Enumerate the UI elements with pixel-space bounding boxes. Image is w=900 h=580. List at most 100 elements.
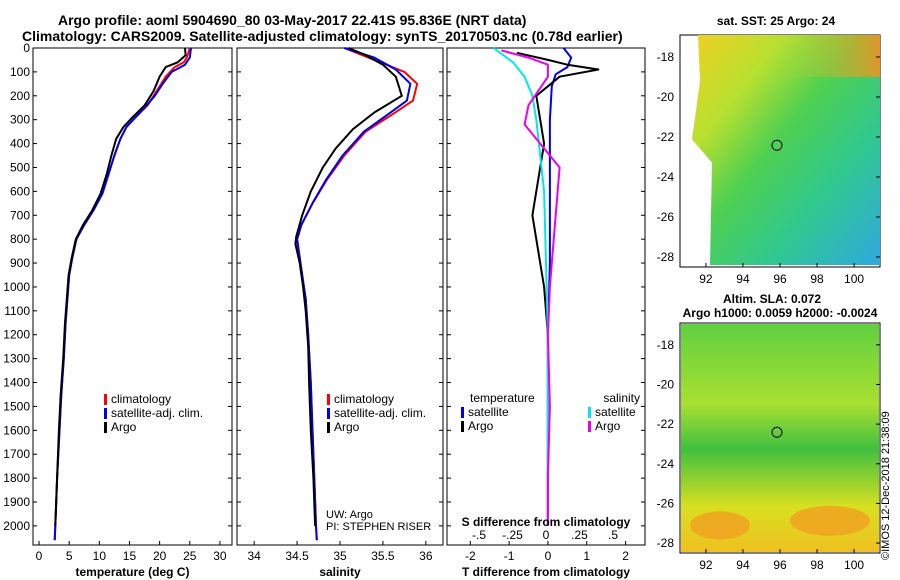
temperature-panel: 0100200300400500600700800900100011001200… — [3, 41, 233, 579]
sst_map-lon-label: 98 — [810, 272, 824, 286]
differences-x-tick-label: -2 — [465, 549, 476, 563]
diff-legend-header-salinity: salinity — [603, 391, 640, 405]
sla_map-lat-label: -28 — [657, 536, 675, 550]
sst_map-lon-label: 92 — [699, 272, 713, 286]
temperature-x-tick-label: 0 — [36, 549, 43, 563]
sla_map-lon-label: 96 — [773, 558, 787, 572]
diff-legend-swatch — [461, 421, 464, 432]
figure-title-line-1: Argo profile: aoml 5904690_80 03-May-201… — [58, 12, 527, 28]
salinity-legend-swatch — [327, 422, 330, 433]
sst-warm-patch — [770, 35, 880, 77]
sla-high-patch — [790, 505, 870, 536]
sst-map-title: sat. SST: 25 Argo: 24 — [717, 14, 836, 28]
depth-tick-label: 1100 — [4, 304, 30, 318]
salinity-panel: 34 34.5 35 35.5 36 salinity — [236, 47, 444, 579]
sst_map-lat-label: -28 — [657, 250, 675, 264]
diff-legend-label: Argo — [595, 419, 621, 433]
sla-map-title: Altim. SLA: 0.072 — [723, 292, 821, 306]
salinity-x-tick-label: 34 — [247, 549, 261, 563]
salinity-legend-swatch — [327, 394, 330, 405]
salinity-x-axis-label: salinity — [319, 565, 361, 579]
salinity-legend-label: climatology — [334, 392, 394, 406]
differences-series-line — [501, 49, 561, 526]
secondary-x-tick-label: -.25 — [502, 528, 523, 542]
temperature-x-tick-label: 20 — [153, 549, 167, 563]
differences-x-tick-label: 0 — [545, 549, 552, 563]
diff-legend-label: satellite — [595, 405, 636, 419]
salinity-plot-frame — [236, 47, 444, 546]
salinity-series-line — [296, 47, 412, 541]
differences-panel: -2 -1 0 1 2 T difference from climatology — [446, 47, 646, 579]
salinity-x-tick-label: 34.5 — [285, 549, 309, 563]
temperature-legend-swatch — [104, 422, 107, 433]
sla_map-argo-marker — [771, 426, 783, 438]
sst-field — [692, 35, 880, 265]
salinity-legend-swatch — [327, 408, 330, 419]
sst_map-lat-label: -26 — [657, 210, 675, 224]
secondary-x-tick-label: 0 — [543, 528, 550, 542]
secondary-x-tick-label: -.5 — [472, 528, 486, 542]
diff-legend-label: Argo — [468, 419, 494, 433]
salinity-x-tick-label: 36 — [419, 549, 433, 563]
sla_map-lat-label: -20 — [657, 377, 675, 391]
diff-legend-swatch — [461, 407, 464, 418]
secondary-x-tick-label: .25 — [571, 528, 588, 542]
differences-x-axis-label: T difference from climatology — [462, 565, 630, 579]
depth-tick-label: 700 — [10, 208, 30, 222]
temperature-x-tick-label: 5 — [66, 549, 73, 563]
temperature-x-tick-label: 30 — [213, 549, 227, 563]
sst_map: -18 -20 -22 -24 -26 -28 92 94 96 98 100 — [657, 34, 881, 286]
depth-tick-label: 1000 — [3, 280, 30, 294]
sla_map-lat-label: -22 — [657, 417, 675, 431]
depth-tick-label: 400 — [10, 137, 30, 151]
depth-tick-label: 2000 — [3, 519, 30, 533]
depth-tick-label: 1400 — [3, 376, 30, 390]
differences-x-tick-label: 1 — [583, 549, 590, 563]
depth-tick-label: 1300 — [3, 352, 30, 366]
differences-x-tick-label: 2 — [622, 549, 629, 563]
depth-tick-label: 1900 — [3, 495, 30, 509]
temperature-legend-label: climatology — [111, 392, 171, 406]
depth-tick-label: 100 — [10, 65, 30, 79]
salinity-annotation: PI: STEPHEN RISER — [326, 521, 431, 533]
sst_map-lat-label: -24 — [657, 170, 675, 184]
depth-tick-label: 0 — [23, 41, 30, 55]
temperature-x-tick-label: 25 — [183, 549, 197, 563]
sst_map-lat-label: -20 — [657, 90, 675, 104]
sla_map-lat-label: -18 — [657, 338, 675, 352]
sst_map-argo-marker — [771, 139, 783, 151]
depth-tick-label: 1200 — [3, 328, 30, 342]
diff-legend-swatch — [588, 421, 591, 432]
sst_map-lat-label: -18 — [657, 50, 675, 64]
depth-tick-label: 800 — [10, 232, 30, 246]
sla-map-subtitle: Argo h1000: 0.0059 h2000: -0.0024 — [683, 306, 878, 320]
temperature-x-axis-label: temperature (deg C) — [75, 565, 189, 579]
sst_map-lon-label: 100 — [844, 272, 864, 286]
sst_map-lon-label: 94 — [736, 272, 750, 286]
temperature-legend-label: satellite-adj. clim. — [111, 406, 203, 420]
sst_map-lat-label: -22 — [657, 130, 675, 144]
temperature-legend-swatch — [104, 394, 107, 405]
depth-tick-label: 1700 — [3, 447, 30, 461]
diff-legend-header-temperature: temperature — [470, 391, 535, 405]
salinity-legend-label: satellite-adj. clim. — [334, 406, 426, 420]
figure-title-line-2: Climatology: CARS2009. Satellite-adjuste… — [22, 28, 623, 44]
diff-legend-swatch — [588, 407, 591, 418]
sla_map: -18 -20 -22 -24 -26 -28 92 94 96 98 100 — [657, 322, 881, 572]
sla_map-lat-label: -26 — [657, 496, 675, 510]
differences-x-tick-label: -1 — [504, 549, 515, 563]
temperature-legend-swatch — [104, 408, 107, 419]
temperature-x-tick-label: 15 — [123, 549, 137, 563]
depth-tick-label: 900 — [10, 256, 30, 270]
depth-tick-label: 1500 — [3, 399, 30, 413]
depth-tick-label: 200 — [10, 89, 30, 103]
sla_map-lon-label: 100 — [844, 558, 864, 572]
sla_map-lon-label: 94 — [736, 558, 750, 572]
salinity-annotation: UW: Argo — [326, 509, 373, 521]
diff-legend-label: satellite — [468, 405, 509, 419]
depth-tick-label: 600 — [10, 184, 30, 198]
differences-series-line — [493, 47, 549, 526]
depth-tick-label: 1800 — [3, 471, 30, 485]
